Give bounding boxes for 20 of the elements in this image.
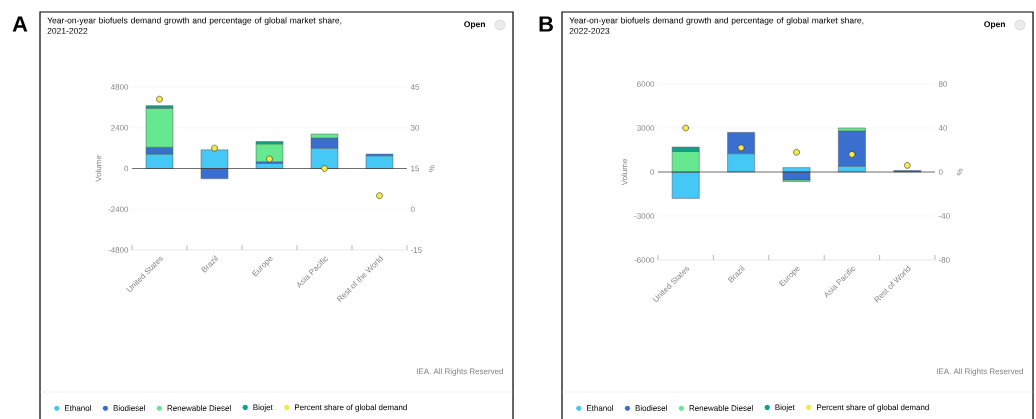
point <box>321 165 328 172</box>
point <box>156 95 163 103</box>
chart-title: Year-on-year biofuels demand growth and percentage of global market share, 2021-2022 <box>47 17 342 34</box>
text: Open <box>464 21 485 29</box>
point <box>682 124 690 132</box>
point <box>737 144 745 152</box>
bar <box>838 130 866 167</box>
point <box>266 155 273 163</box>
bar <box>365 155 394 169</box>
point <box>904 162 911 169</box>
text: A <box>12 16 28 32</box>
point <box>211 144 218 152</box>
text: B <box>539 16 553 32</box>
chart-title: Year-on-year biofuels demand growth and percentage of global market share, 2022-2023 <box>569 17 864 34</box>
bar <box>255 143 284 162</box>
point <box>848 151 856 158</box>
text: Open <box>984 21 1005 29</box>
bar <box>671 171 700 199</box>
point <box>376 192 383 199</box>
point <box>793 148 800 156</box>
